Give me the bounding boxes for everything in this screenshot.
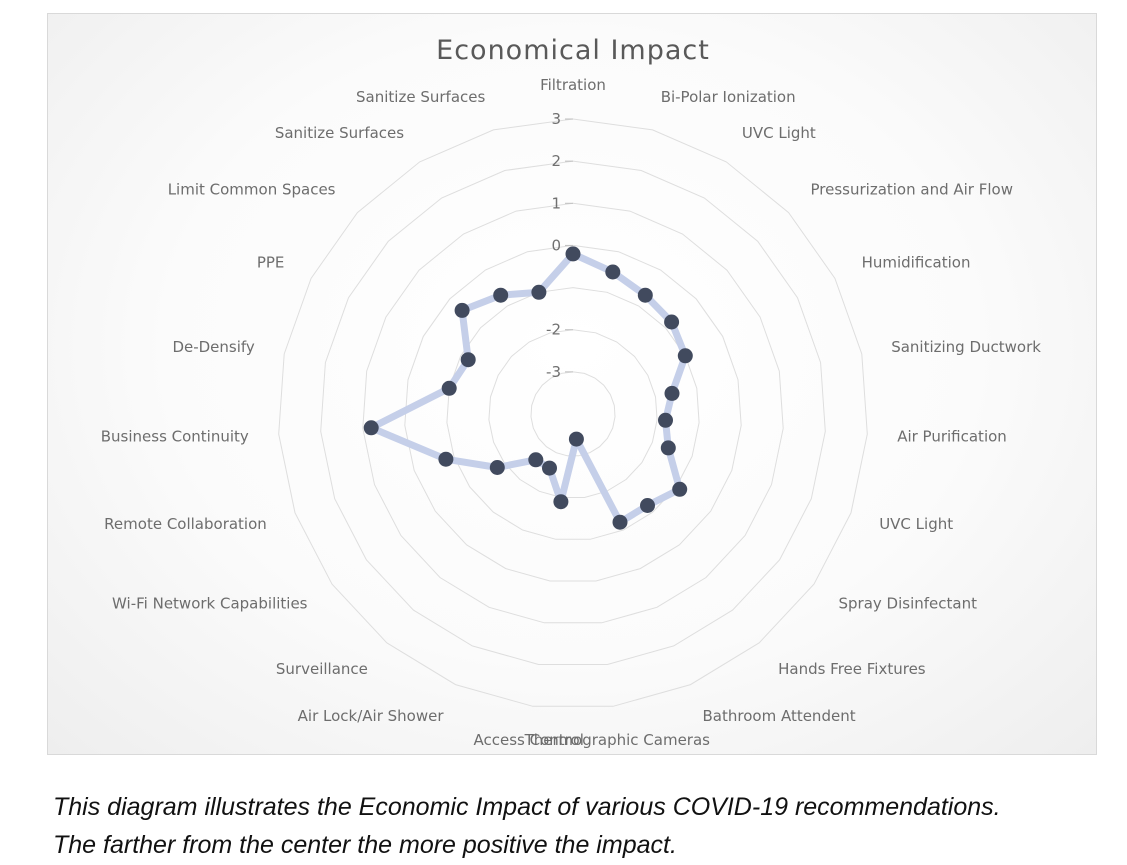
data-point: [553, 494, 569, 510]
data-point: [441, 380, 457, 396]
category-label: Sanitize Surfaces: [275, 124, 404, 142]
data-point: [454, 302, 470, 318]
data-point: [664, 314, 680, 330]
grid-ring: [278, 118, 868, 707]
category-label: PPE: [257, 254, 285, 272]
tick-label: -2: [546, 321, 561, 339]
category-label: Air Purification: [897, 428, 1007, 446]
data-point: [565, 246, 581, 262]
category-label: Wi-Fi Network Capabilities: [112, 595, 308, 613]
category-label: Remote Collaboration: [104, 515, 267, 533]
data-point: [664, 385, 680, 401]
data-point: [438, 451, 454, 467]
tick-label: 0: [551, 236, 561, 254]
data-point: [542, 460, 557, 476]
category-label: Surveillance: [276, 660, 368, 678]
category-label: Access Control: [474, 731, 584, 749]
category-label: Air Lock/Air Shower: [298, 707, 445, 725]
data-point: [637, 287, 653, 303]
tick-label: 1: [551, 194, 561, 212]
data-point: [605, 264, 621, 280]
tick-label: 2: [551, 152, 561, 170]
radar-grid: [278, 118, 868, 707]
data-point: [612, 514, 628, 530]
category-label: Sanitizing Ductwork: [891, 338, 1041, 356]
category-label: Business Continuity: [101, 428, 249, 446]
data-point: [568, 431, 584, 447]
category-label: UVC Light: [742, 124, 816, 142]
category-label: Spray Disinfectant: [839, 595, 978, 613]
caption-line-2: The farther from the center the more pos…: [53, 831, 677, 859]
category-label: Sanitize Surfaces: [356, 88, 485, 106]
series: [363, 246, 693, 530]
category-label: Pressurization and Air Flow: [811, 180, 1013, 198]
data-point: [677, 348, 693, 364]
grid-ring: [362, 202, 784, 624]
tick-label: 3: [551, 110, 561, 128]
data-point: [640, 498, 655, 513]
grid-ring: [404, 244, 742, 582]
grid-ring: [320, 160, 826, 665]
category-label: Humidification: [862, 254, 971, 272]
category-label: UVC Light: [879, 515, 953, 533]
data-point: [493, 287, 509, 303]
data-point: [658, 412, 673, 428]
figure-caption: This diagram illustrates the Economic Im…: [53, 788, 1113, 864]
radar-chart: 3 2 1 0 -2 -3 Filtration Bi-Polar Ionization UV…: [101, 76, 1042, 749]
data-point: [460, 352, 476, 368]
category-label: Filtration: [540, 76, 606, 94]
category-label: Hands Free Fixtures: [778, 660, 926, 678]
data-point: [363, 420, 379, 436]
data-point: [660, 440, 676, 456]
data-point: [531, 284, 547, 300]
grid-ring: [488, 329, 658, 498]
chart-frame: Economical Impact 3 2 1 0 -2 -3 Filtration Bi-…: [47, 13, 1097, 755]
data-point: [528, 452, 544, 468]
caption-line-1: This diagram illustrates the Economic Im…: [53, 793, 1001, 821]
category-label: Bathroom Attendent: [703, 707, 856, 725]
category-labels: Filtration Bi-Polar Ionization UVC Light Pr…: [101, 76, 1042, 749]
radial-axis-ticks: 3 2 1 0 -2 -3: [546, 110, 573, 381]
data-point: [672, 481, 688, 497]
category-label: De-Densify: [172, 338, 254, 356]
chart-title: Economical Impact: [436, 35, 710, 66]
tick-label: -3: [546, 363, 561, 381]
category-label: Thermographic Cameras: [524, 731, 711, 749]
category-label: Bi-Polar Ionization: [661, 88, 796, 106]
data-point: [489, 460, 505, 475]
category-label: Limit Common Spaces: [168, 180, 336, 198]
